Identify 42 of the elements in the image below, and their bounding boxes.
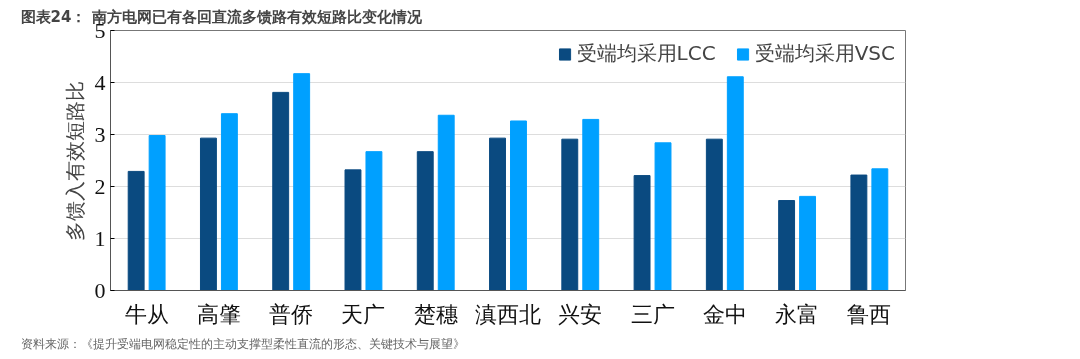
x-tick-label: 普侨	[269, 301, 314, 327]
bar	[293, 73, 311, 291]
bar	[799, 195, 817, 291]
bar	[437, 114, 455, 291]
bar	[778, 200, 796, 291]
x-tick-label: 金中	[702, 301, 747, 327]
x-tick-label: 兴安	[558, 301, 603, 327]
y-tick-label: 0	[94, 277, 106, 303]
legend-label: 受端均采用VSC	[754, 40, 895, 67]
x-tick-label: 高肇	[196, 301, 241, 327]
bar	[850, 174, 868, 291]
bar	[148, 135, 166, 291]
bar	[272, 91, 290, 291]
bar	[344, 169, 362, 291]
bar	[510, 120, 527, 291]
bar	[871, 168, 889, 291]
bar	[633, 175, 651, 291]
y-tick-label: 3	[94, 121, 106, 147]
y-axis-title: 多馈入有效短路比	[62, 80, 87, 241]
legend-label: 受端均采用LCC	[576, 40, 716, 67]
x-tick-label: 天广	[341, 301, 386, 327]
y-tick-label: 1	[94, 225, 106, 251]
bar	[365, 151, 383, 291]
bar	[582, 118, 600, 291]
text: 资料来源：《提升受端电网稳定性的主动支撑型柔性直流的形态、关键技术与展望》	[20, 336, 465, 351]
x-tick-label: 永富	[775, 301, 820, 327]
y-tick-label: 4	[94, 69, 106, 95]
bar	[705, 138, 723, 291]
x-tick-label: 三广	[630, 301, 675, 327]
bar	[726, 76, 744, 291]
x-tick-label: 滇西北	[475, 301, 541, 327]
x-tick-label: 鲁西	[847, 301, 892, 327]
bar	[199, 137, 217, 291]
y-tick-label: 2	[94, 173, 106, 199]
x-tick-label: 牛从	[124, 301, 169, 327]
bar	[220, 113, 238, 291]
bar	[127, 170, 145, 291]
bar	[654, 142, 672, 291]
bar	[561, 138, 579, 291]
bar	[489, 137, 506, 291]
x-tick-label: 楚穗	[413, 301, 458, 327]
bar	[416, 151, 434, 291]
